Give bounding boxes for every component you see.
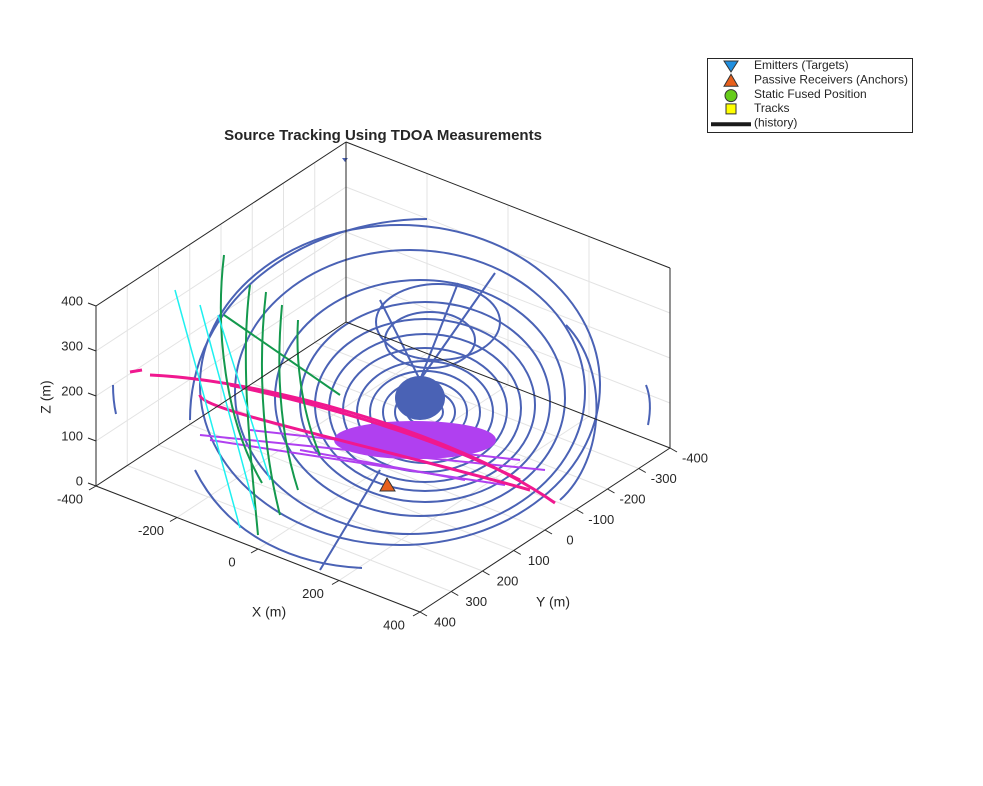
grid-line — [95, 276, 347, 442]
y-tick — [419, 611, 428, 617]
z-tick — [87, 437, 97, 442]
legend-marker — [725, 103, 737, 115]
history-curves — [174, 289, 271, 529]
plot-curves — [112, 158, 651, 571]
axis-edge — [95, 141, 347, 307]
legend-label: (history) — [754, 115, 797, 129]
y-tick-label: 0 — [566, 532, 573, 547]
x-tick — [412, 611, 421, 617]
y-tick — [638, 468, 646, 473]
x-tick-label: -400 — [57, 491, 83, 506]
axes-layer: -400 -200 0 200 400 -400 -300 -200 -100 0 100 200 30… — [57, 141, 708, 632]
y-tick — [607, 488, 615, 494]
y-tick-label: -100 — [588, 512, 614, 527]
grid-line — [127, 465, 452, 592]
y-tick-label: 200 — [497, 573, 519, 588]
x-tick — [169, 517, 178, 522]
fused-curves — [219, 254, 341, 536]
y-axis-label: Y (m) — [536, 594, 570, 610]
axis-edge — [345, 141, 671, 269]
legend-label: Tracks — [754, 101, 790, 115]
legend-marker — [723, 73, 739, 87]
y-tick — [576, 509, 584, 514]
legend-marker — [723, 60, 739, 73]
legend-label: Passive Receivers (Anchors) — [754, 72, 908, 86]
y-tick-label: -300 — [651, 471, 677, 486]
x-tick — [331, 580, 340, 585]
z-tick-label: 200 — [61, 383, 83, 398]
grid-line — [345, 276, 671, 404]
z-tick — [87, 302, 97, 307]
emitter-marker — [342, 158, 348, 162]
legend-marker — [724, 89, 738, 103]
grid-line — [345, 231, 671, 359]
x-tick — [88, 485, 97, 491]
y-tick-label: -200 — [619, 491, 645, 506]
x-tick-label: 200 — [302, 586, 324, 601]
x-axis-label: X (m) — [252, 604, 286, 620]
legend-label: Static Fused Position — [754, 87, 867, 101]
y-tick-label: -400 — [682, 450, 708, 465]
z-tick-label: 100 — [61, 428, 83, 443]
y-tick-label: 400 — [434, 614, 456, 629]
grid-line — [158, 444, 483, 572]
x-tick — [250, 548, 259, 554]
hyperbola-curves — [112, 218, 651, 571]
y-tick — [544, 529, 553, 535]
track-curves — [129, 368, 556, 505]
y-tick — [482, 570, 490, 576]
y-tick-label: 300 — [465, 594, 487, 609]
receiver-marker — [379, 476, 396, 492]
z-tick-label: 0 — [76, 473, 83, 488]
dense-curves — [395, 376, 445, 420]
z-tick — [87, 482, 97, 487]
z-tick-label: 300 — [61, 338, 83, 353]
z-axis-label: Z (m) — [38, 380, 54, 413]
x-tick-label: -200 — [138, 523, 164, 538]
axis-edge — [345, 321, 671, 449]
axis-edge — [95, 321, 347, 487]
z-tick — [87, 392, 97, 397]
grid-line — [95, 186, 347, 352]
x-tick-label: 0 — [228, 554, 235, 569]
y-tick — [451, 591, 459, 596]
y-tick — [513, 550, 521, 555]
legend-label: Emitters (Targets) — [754, 58, 849, 72]
y-tick-label: 100 — [528, 553, 550, 568]
x-tick-label: 400 — [383, 617, 405, 632]
legend: Emitters (Targets)Passive Receivers (Anc… — [707, 58, 913, 133]
chart-title: Source Tracking Using TDOA Measurements — [224, 127, 542, 144]
z-tick — [87, 347, 97, 352]
y-tick — [669, 447, 678, 453]
z-tick-label: 400 — [61, 293, 83, 308]
legend-box — [707, 58, 913, 133]
